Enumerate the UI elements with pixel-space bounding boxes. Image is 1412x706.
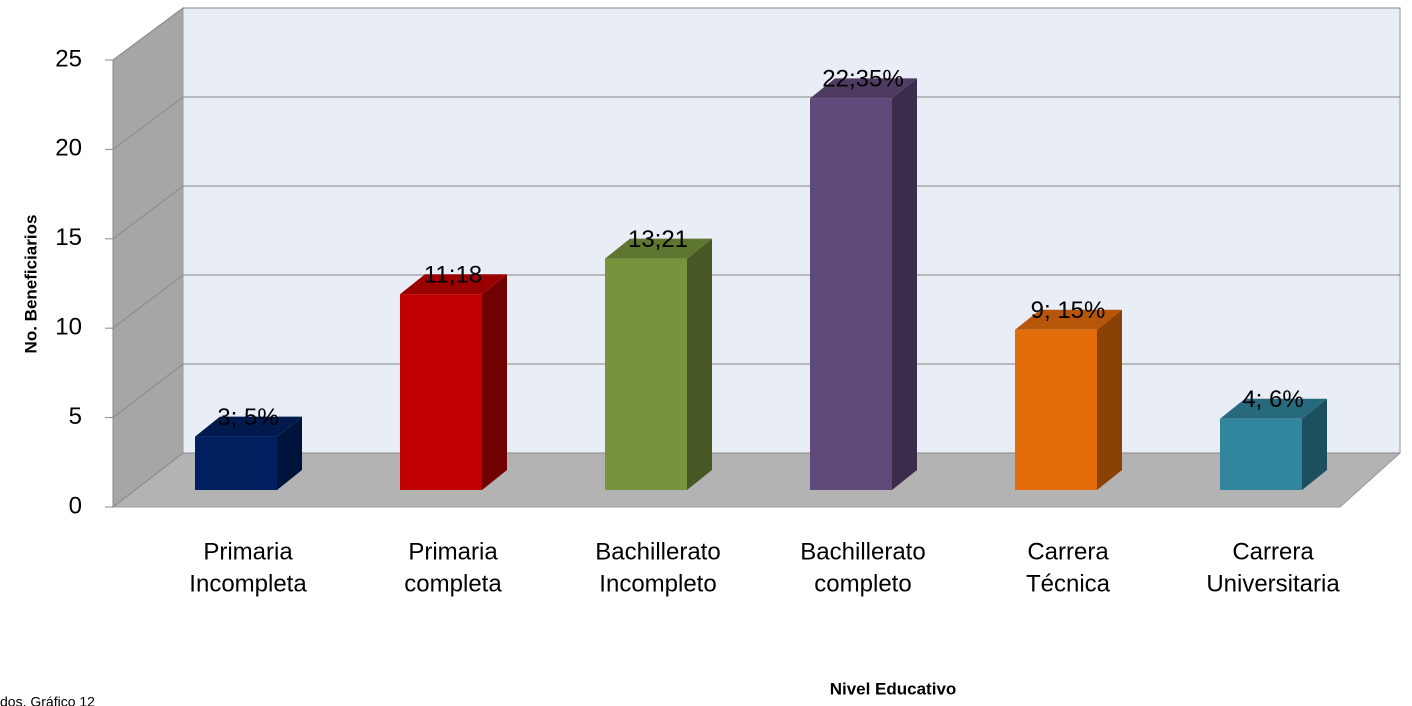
bar-front xyxy=(1015,329,1097,490)
x-tick-label: Primaria xyxy=(408,538,498,565)
grid-line xyxy=(112,185,184,240)
bar-side xyxy=(1097,309,1122,490)
bar-side xyxy=(892,78,917,491)
grid-line xyxy=(112,452,184,508)
back-wall xyxy=(182,7,1401,454)
bar-top xyxy=(605,238,712,259)
value-label: 4; 6% xyxy=(1242,386,1303,413)
x-tick-label: Bachillerato xyxy=(800,538,925,565)
bar-side xyxy=(482,274,507,490)
x-tick-label: Universitaria xyxy=(1206,570,1340,597)
bar xyxy=(400,274,507,490)
bar xyxy=(195,416,302,490)
value-label: 22;35% xyxy=(822,66,903,93)
bar-front xyxy=(400,294,482,490)
bar-front xyxy=(605,258,687,490)
x-tick-label: Carrera xyxy=(1232,538,1314,565)
x-tick-label: Primaria xyxy=(203,538,293,565)
bar xyxy=(810,78,917,491)
grid-line xyxy=(112,363,184,418)
x-tick-label: Incompleto xyxy=(599,570,716,597)
value-label: 9; 15% xyxy=(1031,297,1106,324)
bar-top xyxy=(810,78,917,99)
x-tick-label: completa xyxy=(404,570,502,597)
bar-top xyxy=(1220,398,1327,419)
bar-side xyxy=(687,238,712,490)
x-axis-label: Nivel Educativo xyxy=(830,679,957,698)
x-tick-label: Bachillerato xyxy=(595,538,720,565)
x-tick-label: completo xyxy=(814,570,911,597)
x-tick-label: Técnica xyxy=(1026,570,1111,597)
bar-front xyxy=(810,98,892,491)
x-tick-label: Carrera xyxy=(1027,538,1109,565)
side-wall xyxy=(112,7,184,509)
bar-top xyxy=(195,416,302,437)
bar-side xyxy=(277,416,302,490)
value-label: 3; 5% xyxy=(217,404,278,431)
bar-top xyxy=(1015,309,1122,330)
y-tick-label: 15 xyxy=(55,224,82,251)
x-tick-label: Incompleta xyxy=(189,570,307,597)
bar-side xyxy=(1302,398,1327,490)
grid-line xyxy=(112,274,184,329)
value-label: 11;18 xyxy=(424,262,482,289)
grid-line xyxy=(112,7,184,61)
bar xyxy=(1220,398,1327,490)
grid-line xyxy=(112,96,184,150)
y-tick-label: 5 xyxy=(69,403,82,430)
bar xyxy=(605,238,712,490)
bar-top xyxy=(400,274,507,295)
floor xyxy=(111,452,1402,508)
y-tick-label: 10 xyxy=(55,314,82,341)
bar-front xyxy=(1220,418,1302,490)
y-axis-label: No. Beneficiarios xyxy=(21,215,40,354)
y-tick-label: 0 xyxy=(69,492,82,519)
value-label: 13;21 xyxy=(628,226,688,253)
note: dos. Gráfico 12 xyxy=(0,694,95,706)
bar xyxy=(1015,309,1122,490)
y-tick-label: 20 xyxy=(55,135,82,162)
y-tick-label: 25 xyxy=(55,45,82,72)
bar-front xyxy=(195,436,277,490)
